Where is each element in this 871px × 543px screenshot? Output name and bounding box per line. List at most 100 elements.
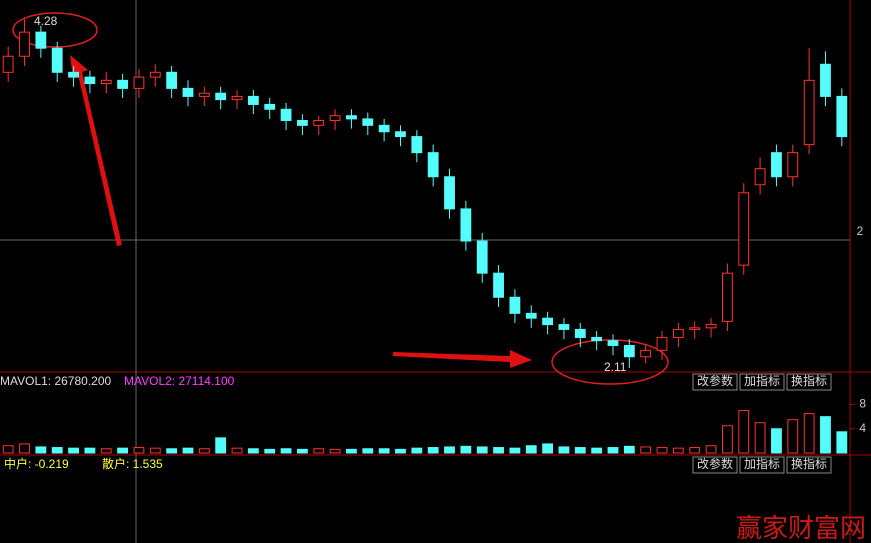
volume-bar <box>362 448 374 454</box>
volume-bar <box>558 446 570 454</box>
candle-body <box>738 192 750 266</box>
volume-bar <box>476 446 488 454</box>
candle-body <box>215 92 227 101</box>
volume-bar <box>313 448 325 454</box>
candle-body <box>84 76 96 85</box>
indicator1: 中户: -0.219 <box>4 456 69 471</box>
candle-body <box>705 324 717 329</box>
candle-body <box>264 103 276 110</box>
candle-body <box>411 136 423 154</box>
candle-body <box>35 31 47 49</box>
volume-bar <box>280 448 292 454</box>
mavol2: MAVOL2: 27114.100 <box>124 374 235 388</box>
candle-body <box>640 349 652 358</box>
volume-bar <box>460 445 472 454</box>
candle-body <box>623 344 635 358</box>
candle-body <box>297 120 308 126</box>
volume-bar <box>84 447 96 454</box>
candle-body <box>19 31 30 57</box>
volume-bar <box>803 413 815 454</box>
candle-body <box>231 95 243 101</box>
volume-bar <box>427 447 439 454</box>
volume-bar <box>2 445 14 454</box>
volume-bar <box>149 447 161 454</box>
candle-body <box>591 336 603 342</box>
button-label[interactable]: 改参数 <box>697 373 733 388</box>
button-label[interactable]: 改参数 <box>697 456 733 471</box>
candle-body <box>836 95 848 138</box>
button[interactable]: 加指标 <box>739 456 785 474</box>
candle-body <box>525 312 537 319</box>
volume-bar <box>591 447 603 454</box>
candle-body <box>51 47 63 73</box>
volume-bar <box>231 447 243 454</box>
volume-bar <box>623 445 635 454</box>
candle-body <box>313 120 325 126</box>
volume-bar <box>836 431 848 454</box>
candle-body <box>493 272 504 298</box>
high-label: 4.28 <box>34 14 58 28</box>
arrow <box>393 350 532 368</box>
candle-body <box>607 340 619 346</box>
candle-body <box>656 336 668 351</box>
volume-bar <box>525 445 537 454</box>
volume-bar <box>542 443 554 454</box>
low-label: 2.11 <box>604 360 627 374</box>
volume-bar <box>329 448 341 454</box>
candle-body <box>820 63 831 97</box>
volume-bar <box>395 448 406 454</box>
candle-body <box>787 152 799 178</box>
indicator2: 散户: 1.535 <box>102 456 163 471</box>
candle-body <box>149 71 161 78</box>
volume-bar <box>100 448 112 454</box>
candle-body <box>689 327 701 330</box>
axis-label: 2 <box>857 224 864 238</box>
candle-body <box>509 296 521 314</box>
button-label[interactable]: 换指标 <box>791 373 827 388</box>
button[interactable]: 换指标 <box>786 456 832 474</box>
volume-bar <box>378 448 390 454</box>
button[interactable]: 换指标 <box>786 373 832 391</box>
volume-bar <box>689 447 701 454</box>
volume-bar <box>640 446 652 454</box>
candle-body <box>2 55 14 73</box>
y-tick-label: 4 <box>859 421 866 435</box>
candle-body <box>166 71 178 89</box>
volume-bar <box>656 447 668 454</box>
volume-bar <box>247 448 259 454</box>
candle-body <box>378 124 390 133</box>
volume-bar <box>787 419 799 454</box>
candle-body <box>247 95 259 105</box>
volume-bar <box>509 447 521 454</box>
candle-body <box>558 324 570 330</box>
volume-bar <box>51 447 63 454</box>
volume-bar <box>346 448 357 454</box>
watermark: 赢家财富网 <box>736 514 866 543</box>
button[interactable]: 改参数 <box>692 373 738 391</box>
candle-body <box>329 115 341 122</box>
candle-body <box>133 76 145 89</box>
button-label[interactable]: 加指标 <box>744 456 780 471</box>
volume-bar <box>705 445 717 454</box>
volume-bar <box>738 410 750 454</box>
volume-bar <box>411 447 423 454</box>
candle-body <box>427 152 439 178</box>
candle-body <box>362 118 374 126</box>
volume-bar <box>574 447 586 454</box>
button-label[interactable]: 换指标 <box>791 456 827 471</box>
volume-bar <box>754 422 766 454</box>
volume-bar <box>68 447 79 454</box>
candle-body <box>754 168 766 186</box>
button-label[interactable]: 加指标 <box>744 373 780 388</box>
button[interactable]: 加指标 <box>739 373 785 391</box>
button[interactable]: 改参数 <box>692 456 738 474</box>
volume-bar <box>820 416 831 454</box>
candle-body <box>280 108 292 122</box>
candle-body <box>100 79 112 85</box>
candle-body <box>346 115 357 120</box>
volume-bar <box>493 447 504 454</box>
volume-bar <box>672 447 684 454</box>
candle-body <box>444 176 455 210</box>
volume-bar <box>607 447 619 454</box>
